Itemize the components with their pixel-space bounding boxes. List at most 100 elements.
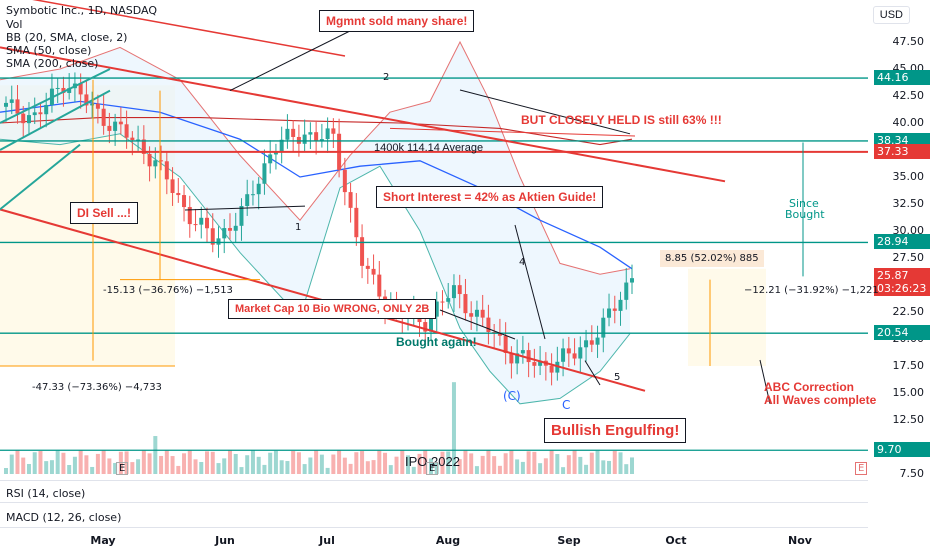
abc-annotation-1: ABC Correction: [764, 380, 855, 394]
candle-body: [44, 104, 49, 115]
countdown-label: 03:26:23: [877, 281, 927, 295]
volume-bar: [360, 451, 365, 474]
di-sell-annotation[interactable]: DI Sell ...!: [70, 202, 139, 224]
closely-held-annotation[interactable]: BUT CLOSELY HELD IS still 63% !!!: [521, 113, 722, 127]
candle-body: [187, 207, 192, 225]
x-tick-label: Aug: [435, 534, 461, 547]
volume-bar: [233, 453, 238, 474]
volume-bar: [612, 450, 617, 474]
volume-bar: [543, 458, 548, 474]
volume-bar: [446, 451, 451, 474]
volume-bar: [49, 460, 54, 474]
candle-body: [147, 153, 152, 167]
volume-bar: [262, 464, 267, 474]
volume-bar: [469, 453, 474, 474]
volume-bar: [440, 451, 445, 474]
volume-bars: [4, 382, 634, 474]
x-tick-label: Jul: [319, 534, 335, 547]
volume-bar: [256, 456, 261, 474]
volume-bar: [159, 455, 164, 474]
candle-body: [365, 265, 370, 269]
pointer-line: [439, 309, 516, 340]
earnings-marker[interactable]: E: [426, 462, 439, 475]
volume-bar: [325, 467, 330, 474]
candle-body: [55, 87, 60, 89]
candle-body: [566, 348, 571, 354]
candle-body: [107, 125, 112, 131]
volume-bar: [555, 454, 560, 474]
price-level-tag: 28.94: [874, 234, 930, 250]
candle-body: [113, 121, 118, 131]
volume-bar: [383, 452, 388, 474]
volume-bar: [589, 452, 594, 474]
candle-body: [61, 87, 66, 93]
y-tick-label: 40.00: [892, 116, 925, 129]
volume-bar: [90, 466, 95, 474]
wave-c-label-2: C: [562, 398, 571, 412]
y-tick-label: 42.50: [892, 89, 925, 102]
y-tick-label: 12.50: [892, 413, 925, 426]
volume-bar: [153, 436, 158, 474]
sma200-line: [0, 117, 633, 146]
volume-bar: [509, 450, 514, 474]
bb-label: BB (20, SMA, close, 2): [6, 31, 128, 44]
volume-bar: [26, 463, 31, 474]
volume-bar: [314, 450, 319, 474]
volume-bar: [308, 457, 313, 474]
volume-bar: [601, 460, 606, 474]
divider: [0, 480, 868, 481]
bullish-engulfing-annotation[interactable]: Bullish Engulfing!: [544, 418, 687, 443]
volume-bar: [566, 455, 571, 474]
pointer-line: [514, 224, 546, 340]
candle-body: [227, 228, 232, 231]
market-cap-annotation[interactable]: Market Cap 10 Bio WRONG, ONLY 2B: [228, 299, 437, 319]
volume-bar: [348, 463, 353, 474]
volume-bar: [147, 453, 152, 474]
rsi-label[interactable]: RSI (14, close): [6, 487, 86, 500]
volume-bar: [630, 457, 634, 474]
candle-body: [95, 103, 100, 109]
measure-label-4: −12.21 (−31.92%) −1,221: [744, 285, 879, 296]
candle-body: [308, 132, 313, 135]
mgmt-annotation[interactable]: Mgmnt sold many share!: [319, 10, 475, 32]
currency-button[interactable]: USD: [872, 6, 910, 24]
candle-body: [176, 192, 181, 196]
candle-body: [285, 128, 290, 140]
candle-body: [503, 335, 508, 353]
sma200-label: SMA (200, close): [6, 57, 99, 70]
candle-body: [136, 139, 141, 141]
volume-bar: [279, 460, 284, 474]
volume-bar: [624, 464, 629, 474]
x-tick-label: May: [90, 534, 116, 547]
y-tick-label: 27.50: [892, 251, 925, 264]
candle-body: [607, 308, 612, 318]
volume-bar: [342, 457, 347, 474]
volume-bar: [291, 450, 296, 474]
volume-bar: [38, 451, 43, 474]
macd-label[interactable]: MACD (12, 26, close): [6, 511, 122, 524]
volume-bar: [371, 460, 376, 474]
price-level-tag: 44.16: [874, 70, 930, 86]
candle-body: [124, 124, 129, 138]
volume-bar: [9, 454, 14, 474]
ipo-label: IPO 2022: [405, 454, 460, 469]
since-label: Since: [789, 197, 819, 210]
short-interest-annotation[interactable]: Short Interest = 42% as Aktien Guide!: [376, 186, 604, 208]
candle-body: [90, 103, 95, 106]
volume-bar: [302, 464, 307, 474]
volume-bar: [101, 450, 106, 474]
candle-body: [601, 317, 606, 338]
candle-body: [245, 194, 250, 207]
divider: [0, 502, 868, 503]
earnings-marker[interactable]: E: [116, 462, 129, 475]
earnings-marker-future[interactable]: E: [855, 462, 868, 475]
volume-bar: [377, 450, 382, 474]
volume-bar: [187, 450, 192, 474]
candle-body: [497, 333, 502, 336]
candle-body: [423, 322, 428, 332]
candle-body: [584, 340, 589, 348]
volume-bar: [463, 450, 468, 474]
candle-body: [377, 274, 382, 297]
bought-measure-label: Bought: [785, 208, 825, 221]
